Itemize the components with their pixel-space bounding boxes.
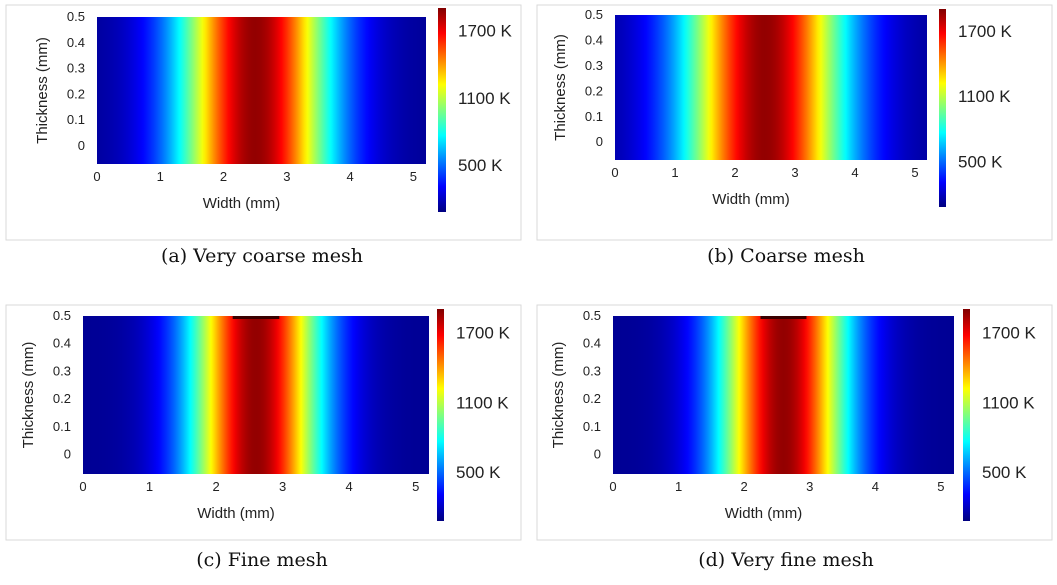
- melt-pool-top: [760, 316, 807, 319]
- y-tick-label: 0.4: [53, 336, 71, 351]
- heatmap-field: [613, 316, 954, 474]
- colorbar-tick-label: 1100 K: [982, 393, 1035, 412]
- x-tick-label: 1: [675, 479, 682, 494]
- y-tick-label: 0: [64, 447, 71, 462]
- y-tick-label: 0.3: [585, 58, 603, 73]
- x-tick-label: 3: [791, 165, 798, 180]
- y-tick-label: 0.3: [583, 363, 601, 378]
- y-tick-label: 0.5: [585, 7, 603, 22]
- colorbar-tick-label: 500 K: [456, 463, 501, 482]
- heatmap-field: [615, 15, 927, 160]
- x-axis-label: Width (mm): [197, 505, 275, 522]
- colorbar: [939, 9, 946, 207]
- x-tick-label: 3: [283, 169, 290, 184]
- panel-c: 1700 K 1100 K 500 K 0 1 2 3 4 5 0 0.1 0.2 0.3 0.4 0.5 W…: [5, 304, 522, 571]
- colorbar-tick-label: 1100 K: [958, 87, 1011, 106]
- x-tick-label: 0: [609, 479, 616, 494]
- y-tick-label: 0: [78, 138, 85, 153]
- colorbar-tick-label: 500 K: [458, 156, 503, 175]
- x-axis-label: Width (mm): [725, 505, 803, 522]
- heatmap-field: [97, 17, 426, 164]
- x-tick-label: 5: [410, 169, 417, 184]
- colorbar-tick-label: 1100 K: [456, 393, 509, 412]
- panel-d: 1700 K 1100 K 500 K 0 1 2 3 4 5 0 0.1 0.2 0.3 0.4 0.5 W…: [536, 304, 1053, 571]
- heatmap-field: [83, 316, 429, 474]
- x-tick-label: 5: [937, 479, 944, 494]
- x-tick-label: 2: [220, 169, 227, 184]
- x-tick-label: 1: [671, 165, 678, 180]
- y-tick-label: 0.2: [67, 86, 85, 101]
- x-tick-label: 2: [741, 479, 748, 494]
- y-tick-label: 0.5: [67, 9, 85, 24]
- y-tick-label: 0: [596, 134, 603, 149]
- colorbar-tick-label: 1700 K: [458, 21, 513, 40]
- subfigure-caption: (c) Fine mesh: [196, 549, 328, 571]
- y-tick-label: 0: [594, 447, 601, 462]
- x-axis-label: Width (mm): [712, 191, 790, 208]
- y-tick-label: 0.3: [53, 363, 71, 378]
- x-tick-label: 2: [731, 165, 738, 180]
- y-axis-label: Thickness (mm): [550, 342, 567, 449]
- x-tick-label: 0: [611, 165, 618, 180]
- x-tick-label: 2: [212, 479, 219, 494]
- colorbar: [437, 309, 444, 521]
- y-tick-label: 0.5: [53, 308, 71, 323]
- y-tick-label: 0.2: [53, 391, 71, 406]
- y-tick-label: 0.2: [583, 391, 601, 406]
- y-axis-label: Thickness (mm): [34, 37, 51, 144]
- y-tick-label: 0.4: [585, 32, 603, 47]
- y-tick-label: 0.5: [583, 308, 601, 323]
- y-tick-label: 0.3: [67, 61, 85, 76]
- x-axis-label: Width (mm): [203, 195, 281, 212]
- y-axis-label: Thickness (mm): [20, 342, 37, 449]
- x-tick-label: 5: [911, 165, 918, 180]
- y-tick-label: 0.4: [583, 336, 601, 351]
- y-tick-label: 0.1: [583, 419, 601, 434]
- y-axis-label: Thickness (mm): [552, 34, 569, 141]
- x-tick-label: 5: [412, 479, 419, 494]
- colorbar-tick-label: 1700 K: [456, 323, 511, 342]
- colorbar: [963, 309, 970, 521]
- panel-b: 1700 K 1100 K 500 K 0 1 2 3 4 5 0 0.1 0.2 0.3 0.4 0.5 W…: [536, 4, 1053, 267]
- y-tick-label: 0.2: [585, 83, 603, 98]
- x-tick-label: 4: [346, 479, 353, 494]
- x-tick-label: 1: [146, 479, 153, 494]
- colorbar-tick-label: 1700 K: [982, 323, 1037, 342]
- y-tick-label: 0.4: [67, 35, 85, 50]
- x-tick-label: 4: [851, 165, 858, 180]
- x-tick-label: 0: [93, 169, 100, 184]
- subfigure-caption: (b) Coarse mesh: [707, 245, 865, 267]
- colorbar-tick-label: 1100 K: [458, 89, 511, 108]
- x-tick-label: 1: [157, 169, 164, 184]
- panel-a: 1700 K 1100 K 500 K 0 1 2 3 4 5 0 0.1 0.2 0.3 0.4 0.5 W…: [5, 4, 522, 267]
- x-tick-label: 4: [346, 169, 353, 184]
- y-tick-label: 0.1: [585, 109, 603, 124]
- colorbar: [438, 8, 446, 212]
- x-tick-label: 3: [806, 479, 813, 494]
- melt-pool-top: [232, 316, 280, 319]
- y-tick-label: 0.1: [67, 112, 85, 127]
- subfigure-caption: (a) Very coarse mesh: [161, 245, 363, 267]
- x-tick-label: 0: [79, 479, 86, 494]
- colorbar-tick-label: 500 K: [958, 152, 1003, 171]
- subfigure-caption: (d) Very fine mesh: [698, 549, 874, 571]
- colorbar-tick-label: 1700 K: [958, 22, 1013, 41]
- y-tick-label: 0.1: [53, 419, 71, 434]
- x-tick-label: 4: [872, 479, 879, 494]
- colorbar-tick-label: 500 K: [982, 463, 1027, 482]
- x-tick-label: 3: [279, 479, 286, 494]
